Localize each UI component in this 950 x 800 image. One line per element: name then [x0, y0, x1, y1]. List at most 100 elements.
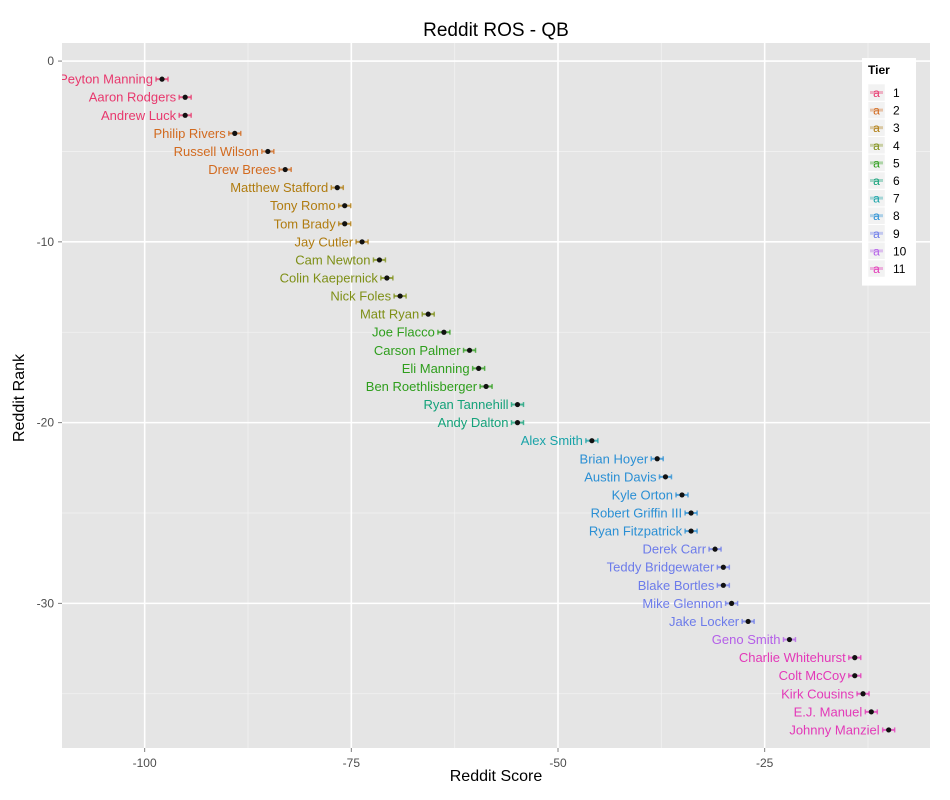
data-point	[384, 275, 390, 281]
x-tick-label: -25	[756, 756, 774, 770]
point-label: Cam Newton	[295, 252, 370, 267]
point-label: Colt McCoy	[779, 668, 847, 683]
data-point	[860, 691, 866, 697]
point-label: Kirk Cousins	[781, 686, 854, 701]
data-point	[334, 185, 340, 191]
data-point	[852, 655, 858, 661]
point-label: Jake Locker	[669, 614, 740, 629]
data-point	[654, 456, 660, 462]
legend-item-label: 7	[893, 192, 900, 206]
point-label: Derek Carr	[642, 542, 706, 557]
legend-item-label: 5	[893, 156, 900, 170]
point-label: Brian Hoyer	[580, 451, 649, 466]
data-point	[514, 401, 521, 408]
legend-item-label: 6	[893, 174, 900, 188]
point-label: Andy Dalton	[438, 415, 509, 430]
chart-title: Reddit ROS - QB	[423, 20, 569, 41]
legend-key-bg	[867, 136, 886, 155]
data-point	[720, 582, 726, 588]
legend-key-bg	[867, 189, 886, 207]
point-label: Austin Davis	[584, 469, 657, 484]
legend-key-glyph: a	[873, 227, 880, 241]
point-label: Russell Wilson	[174, 144, 259, 159]
legend-key-bg	[867, 83, 886, 102]
legend-key-glyph: a	[873, 104, 880, 118]
point-label: Ryan Fitzpatrick	[589, 524, 683, 539]
legend-item-label: 8	[893, 209, 900, 223]
data-point	[886, 727, 892, 733]
data-marks: Peyton Manning Aaron Rodgers Andrew Luck Ph…	[59, 72, 896, 737]
x-tick-label: -100	[133, 756, 157, 770]
data-point	[342, 221, 348, 227]
legend-key-bg	[867, 242, 886, 260]
data-point	[662, 474, 669, 480]
data-point	[397, 293, 403, 299]
legend-key-glyph: a	[873, 244, 880, 258]
data-point	[282, 166, 288, 173]
point-label: Philip Rivers	[154, 126, 227, 141]
point-label: Eli Manning	[402, 361, 470, 376]
point-label: Mike Glennon	[642, 596, 722, 611]
panel-background	[62, 43, 930, 748]
point-label: Joe Flacco	[372, 325, 435, 340]
point-label: Johnny Manziel	[789, 722, 879, 737]
legend-key-bg	[867, 118, 886, 137]
point-label: Tom Brady	[274, 216, 337, 231]
point-label: Matthew Stafford	[230, 180, 328, 195]
data-point	[712, 546, 718, 552]
data-point	[745, 618, 751, 625]
data-point	[868, 709, 874, 715]
legend-item-label: 4	[893, 139, 900, 153]
legend-key-glyph: a	[873, 121, 880, 135]
point-label: E.J. Manuel	[794, 704, 863, 719]
point-label: Geno Smith	[712, 632, 781, 647]
data-point	[359, 239, 365, 245]
gridlines	[62, 43, 930, 748]
x-axis-label: Reddit Score	[449, 768, 543, 785]
legend-key-bg	[867, 101, 886, 119]
legend-item-label: 3	[893, 121, 900, 135]
data-point	[720, 564, 726, 570]
legend-item-label: 10	[893, 244, 907, 258]
legend-key-glyph: a	[873, 139, 880, 153]
legend-key-glyph: a	[873, 174, 880, 188]
data-point	[466, 347, 473, 353]
legend-title: Tier	[868, 63, 890, 77]
point-label: Matt Ryan	[360, 307, 419, 322]
point-label: Peyton Manning	[59, 72, 153, 87]
legend-key-bg	[867, 224, 886, 243]
legend-item-label: 11	[893, 262, 906, 276]
data-point	[688, 510, 694, 516]
point-label: Andrew Luck	[101, 108, 177, 123]
data-point	[514, 420, 521, 426]
data-point	[679, 492, 685, 498]
point-label: Teddy Bridgewater	[607, 560, 715, 575]
data-point	[729, 600, 735, 606]
point-label: Ben Roethlisberger	[366, 379, 478, 394]
data-point	[476, 365, 482, 371]
point-label: Robert Griffin III	[591, 506, 683, 521]
data-point	[159, 76, 165, 82]
y-tick-label: -30	[37, 596, 55, 610]
data-point	[852, 673, 858, 679]
legend-key-glyph: a	[873, 209, 880, 223]
point-label: Ryan Tannehill	[423, 397, 508, 412]
legend-key-bg	[867, 259, 886, 278]
point-label: Colin Kaepernick	[280, 271, 379, 286]
y-tick-label: 0	[47, 54, 54, 68]
legend-key-bg	[867, 206, 886, 225]
point-label: Drew Brees	[208, 162, 276, 177]
legend-key-bg	[867, 171, 886, 190]
y-tick-label: -10	[37, 235, 55, 249]
point-label: Nick Foles	[330, 289, 391, 304]
data-point	[376, 257, 383, 263]
data-point	[688, 528, 694, 534]
data-point	[483, 383, 489, 390]
legend-item-label: 1	[893, 86, 900, 100]
point-label: Tony Romo	[270, 198, 336, 213]
point-label: Carson Palmer	[374, 343, 461, 358]
legend-item-label: 9	[893, 227, 900, 241]
